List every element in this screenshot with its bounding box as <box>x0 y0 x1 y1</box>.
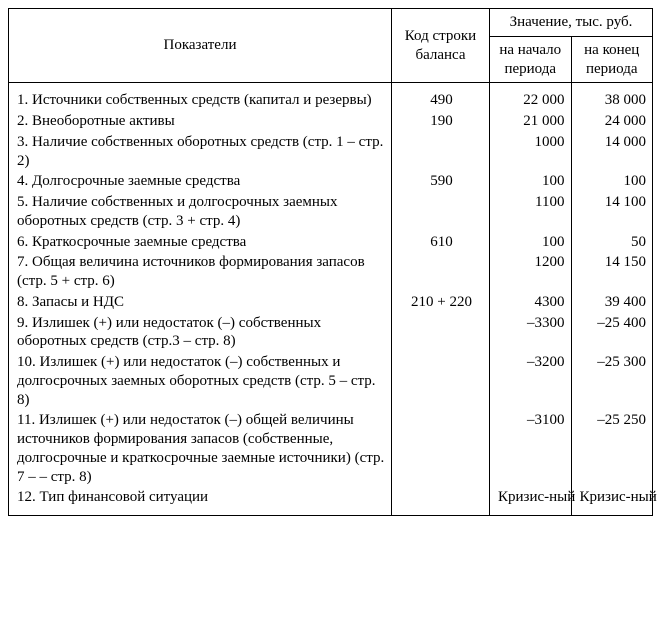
row-code <box>392 352 490 410</box>
row-code: 190 <box>392 111 490 132</box>
row-value-start: 22 000 <box>490 83 572 111</box>
row-label: 9. Излишек (+) или недостаток (–) собств… <box>9 313 392 353</box>
row-label: 11. Излишек (+) или недостаток (–) общей… <box>9 410 392 487</box>
row-code <box>392 132 490 172</box>
row-value-end: 14 000 <box>571 132 653 172</box>
row-code: 610 <box>392 232 490 253</box>
row-value-start: 1000 <box>490 132 572 172</box>
row-code: 210 + 220 <box>392 292 490 313</box>
row-value-end: Кризис-ный <box>571 487 653 515</box>
row-label: 2. Внеоборотные активы <box>9 111 392 132</box>
row-label: 10. Излишек (+) или недостаток (–) собст… <box>9 352 392 410</box>
table-row: 6. Краткосрочные заемные средства6101005… <box>9 232 653 253</box>
row-value-start: –3300 <box>490 313 572 353</box>
col-header-value: Значение, тыс. руб. <box>490 9 653 37</box>
row-label: 8. Запасы и НДС <box>9 292 392 313</box>
row-value-start: 100 <box>490 171 572 192</box>
row-value-start: 1200 <box>490 252 572 292</box>
row-value-end: 100 <box>571 171 653 192</box>
row-value-start: 100 <box>490 232 572 253</box>
row-value-end: 39 400 <box>571 292 653 313</box>
table-row: 12. Тип финансовой ситуации Кризис-ныйКри… <box>9 487 653 515</box>
table-row: 8. Запасы и НДС210 + 220430039 400 <box>9 292 653 313</box>
row-value-end: 14 100 <box>571 192 653 232</box>
row-code <box>392 487 490 515</box>
row-value-end: –25 300 <box>571 352 653 410</box>
col-header-end: на конец периода <box>571 36 653 83</box>
row-code <box>392 410 490 487</box>
table-row: 2. Внеоборотные активы19021 00024 000 <box>9 111 653 132</box>
row-code: 590 <box>392 171 490 192</box>
row-value-start: –3200 <box>490 352 572 410</box>
row-code <box>392 192 490 232</box>
row-label: 7. Общая величина источников формировани… <box>9 252 392 292</box>
row-value-end: 38 000 <box>571 83 653 111</box>
row-code <box>392 252 490 292</box>
row-value-start: 1100 <box>490 192 572 232</box>
table-body: 1. Источники собственных средств (капита… <box>9 83 653 516</box>
table-row: 10. Излишек (+) или недостаток (–) собст… <box>9 352 653 410</box>
row-label: 5. Наличие собственных и долгосрочных за… <box>9 192 392 232</box>
row-value-end: –25 250 <box>571 410 653 487</box>
row-value-start: –3100 <box>490 410 572 487</box>
table-row: 7. Общая величина источников формировани… <box>9 252 653 292</box>
row-label: 1. Источники собственных средств (капита… <box>9 83 392 111</box>
col-header-indicators: Показатели <box>9 9 392 83</box>
row-label: 12. Тип финансовой ситуации <box>9 487 392 515</box>
table-row: 11. Излишек (+) или недостаток (–) общей… <box>9 410 653 487</box>
row-value-start: 4300 <box>490 292 572 313</box>
row-code <box>392 313 490 353</box>
row-value-start: Кризис-ный <box>490 487 572 515</box>
row-value-end: –25 400 <box>571 313 653 353</box>
row-value-end: 50 <box>571 232 653 253</box>
financial-table: Показатели Код строки баланса Значение, … <box>8 8 653 516</box>
row-value-end: 24 000 <box>571 111 653 132</box>
row-label: 4. Долгосрочные заемные средства <box>9 171 392 192</box>
row-label: 3. Наличие собственных оборотных средств… <box>9 132 392 172</box>
row-code: 490 <box>392 83 490 111</box>
table-row: 4. Долгосрочные заемные средства59010010… <box>9 171 653 192</box>
table-row: 3. Наличие собственных оборотных средств… <box>9 132 653 172</box>
row-value-end: 14 150 <box>571 252 653 292</box>
table-row: 9. Излишек (+) или недостаток (–) собств… <box>9 313 653 353</box>
table-row: 5. Наличие собственных и долгосрочных за… <box>9 192 653 232</box>
table-row: 1. Источники собственных средств (капита… <box>9 83 653 111</box>
col-header-code: Код строки баланса <box>392 9 490 83</box>
row-label: 6. Краткосрочные заемные средства <box>9 232 392 253</box>
row-value-start: 21 000 <box>490 111 572 132</box>
col-header-start: на начало периода <box>490 36 572 83</box>
